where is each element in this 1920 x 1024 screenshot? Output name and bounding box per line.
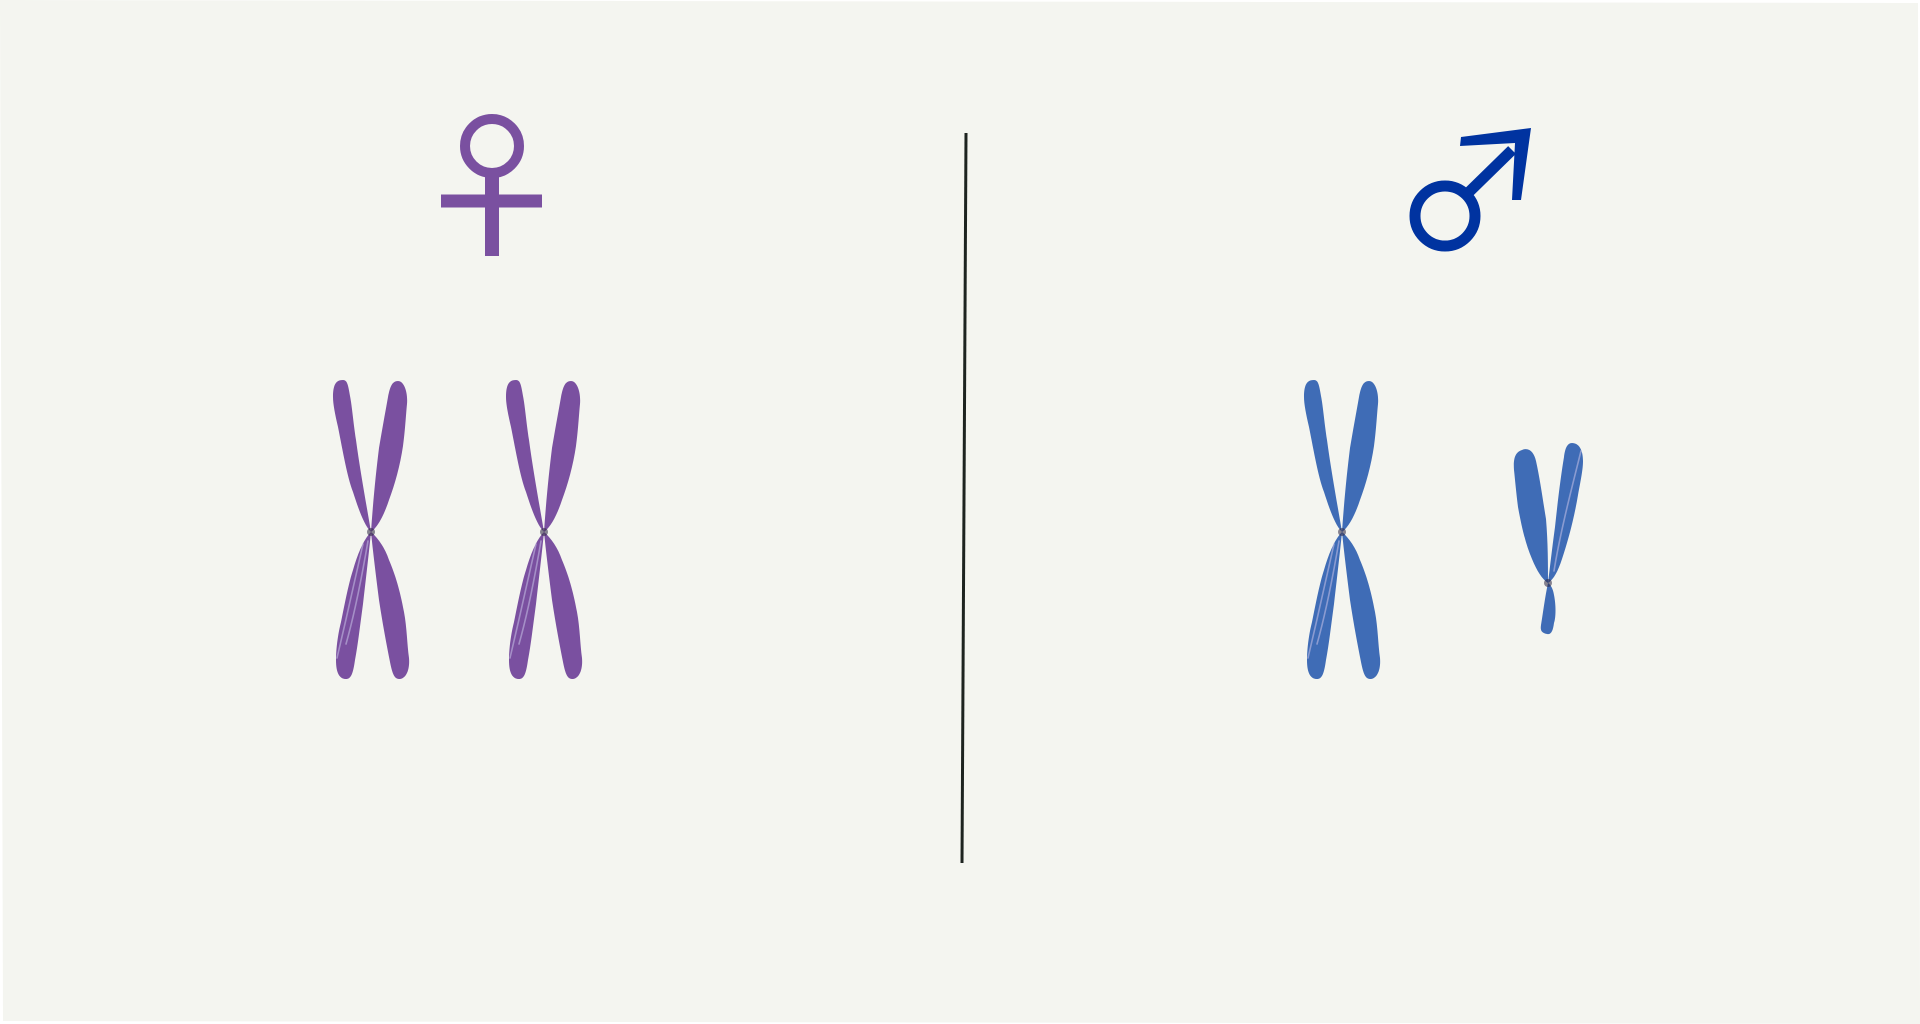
female-venus-icon (441, 114, 542, 256)
centromere (540, 528, 548, 536)
chromatid-arm (1342, 532, 1381, 679)
chromatid-arm (544, 381, 581, 532)
chromatid-arm (333, 380, 371, 532)
chromatid-arm (544, 532, 583, 679)
male-mars-icon (1409, 128, 1531, 252)
chromatid-highlight (509, 543, 537, 659)
chromatid-arm (1540, 583, 1556, 635)
chromatid-arm (371, 381, 408, 532)
chromatid-arm (1342, 381, 1379, 532)
centromere (367, 528, 375, 536)
centromere (1338, 528, 1346, 536)
y-chromosome-icon (1513, 443, 1583, 635)
chromatid-highlight (1553, 450, 1582, 572)
chromatid-arm (1513, 449, 1548, 583)
x-chromosome-icon (506, 380, 583, 679)
chromatid-highlight (518, 540, 542, 645)
divider-line (960, 132, 968, 864)
chromatid-highlight (1316, 540, 1340, 645)
chromatid-arm (506, 380, 544, 532)
male-panel (1304, 128, 1583, 679)
x-chromosome-icon (1304, 380, 1381, 679)
chromatid-arm (1304, 380, 1342, 532)
chromatid-highlight (345, 540, 369, 645)
x-chromosome-icon (333, 380, 410, 679)
chromatid-highlight (336, 543, 364, 659)
centromere (1544, 579, 1552, 587)
chromatid-arm (371, 532, 410, 679)
female-panel (333, 114, 583, 679)
chromatid-highlight (1307, 543, 1335, 659)
